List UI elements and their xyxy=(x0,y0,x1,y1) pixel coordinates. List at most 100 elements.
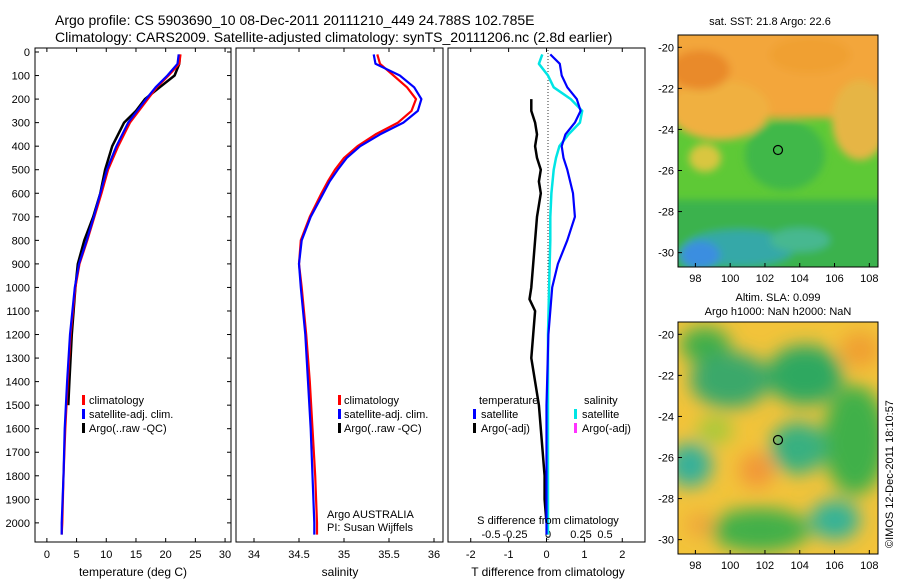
map-y-tick-label: -28 xyxy=(658,494,674,506)
x-tick-label: 15 xyxy=(130,549,142,561)
x-tick-label: 2 xyxy=(619,549,625,561)
x-tick-label: -1 xyxy=(504,549,514,561)
temperature-panel: 0100200300400500600700800900100011001200… xyxy=(6,47,645,579)
legend-label-s-argo: Argo(-adj) xyxy=(582,423,631,435)
map-x-tick-label: 106 xyxy=(825,273,843,285)
header: Argo profile: CS 5903690_10 08-Dec-2011 … xyxy=(55,12,612,46)
sst-map-axes: 98 100 102 104 106 108 -20 -22 -24 -26 -28 -30 xyxy=(658,42,878,285)
t-difference-label: T difference from climatology xyxy=(471,565,625,579)
sla-map-axes: 98 100 102 104 106 108 -20 -22 -24 -26 -28 -30 xyxy=(658,329,878,572)
x-tick-label: 1 xyxy=(581,549,587,561)
depth-tick-label: 100 xyxy=(12,71,30,83)
map-y-tick-label: -20 xyxy=(658,329,674,341)
legend-swatch-s-satellite xyxy=(574,409,577,419)
sst-field xyxy=(678,35,878,267)
legend-title-temperature: temperature xyxy=(479,395,538,407)
depth-tick-label: 1300 xyxy=(6,353,30,365)
x-top-tick-label: 0.5 xyxy=(597,529,612,541)
legend-label-satellite: satellite-adj. clim. xyxy=(89,409,173,421)
x-top-tick-label: 0.25 xyxy=(570,529,591,541)
temperature-profiles xyxy=(60,54,182,535)
depth-tick-label: 1200 xyxy=(6,330,30,342)
legend-label-t-argo: Argo(-adj) xyxy=(481,423,530,435)
x-tick-label: 30 xyxy=(219,549,231,561)
difference-panel: -2 -1 0 1 2 -0.5 -0.25 0 0.25 0.5 temperature sat… xyxy=(447,47,646,579)
depth-tick-label: 800 xyxy=(12,235,30,247)
map-y-tick-label: -22 xyxy=(658,83,674,95)
map-x-tick-label: 106 xyxy=(825,560,843,572)
legend-swatch-argo xyxy=(82,423,85,433)
map-y-tick-label: -24 xyxy=(658,411,674,423)
x-tick-label: -2 xyxy=(466,549,476,561)
sla-map-image xyxy=(678,322,878,554)
legend-title-salinity: salinity xyxy=(584,395,618,407)
temperature-x-label: temperature (deg C) xyxy=(79,565,187,579)
sla-field xyxy=(678,327,878,552)
map-y-tick-label: -24 xyxy=(658,124,674,136)
depth-tick-label: 200 xyxy=(12,94,30,106)
pi-label: PI: Susan Wijffels xyxy=(327,522,413,534)
temperature-legend: climatology satellite-adj. clim. Argo(..… xyxy=(82,395,173,435)
depth-tick-label: 1900 xyxy=(6,494,30,506)
salinity-x-label: salinity xyxy=(322,565,359,579)
depth-tick-label: 1800 xyxy=(6,471,30,483)
map-y-tick-label: -22 xyxy=(658,370,674,382)
x-tick-label: 35.5 xyxy=(378,549,399,561)
sst-map-frame xyxy=(677,34,879,268)
depth-tick-label: 1600 xyxy=(6,424,30,436)
x-tick-label: 0 xyxy=(44,549,50,561)
x-tick-label: 0 xyxy=(543,549,549,561)
depth-tick-label: 2000 xyxy=(6,518,30,530)
sla-map-title-2: Argo h1000: NaN h2000: NaN xyxy=(705,306,852,318)
salinity-axes-box xyxy=(235,47,444,543)
depth-tick-label: 1700 xyxy=(6,447,30,459)
map-y-tick-label: -28 xyxy=(658,207,674,219)
map-x-tick-label: 108 xyxy=(860,560,878,572)
sla-map-title-1: Altim. SLA: 0.099 xyxy=(736,292,821,304)
legend-label-climatology: climatology xyxy=(89,395,145,407)
x-top-tick-label: 0 xyxy=(545,529,551,541)
climatology-salinity-line xyxy=(297,54,418,535)
salinity-panel: 34 34.5 35 35.5 36 climatology satellite-adj… xyxy=(235,47,444,579)
map-y-tick-label: -30 xyxy=(658,248,674,260)
argo-temperature-diff-line xyxy=(528,99,548,524)
map-x-tick-label: 102 xyxy=(756,560,774,572)
sla-map-frame xyxy=(677,321,879,555)
map-x-tick-label: 98 xyxy=(689,560,701,572)
x-tick-label: 25 xyxy=(189,549,201,561)
satellite-temperature-line xyxy=(60,54,180,535)
x-top-tick-label: -0.25 xyxy=(502,529,527,541)
temperature-axes-box xyxy=(34,47,232,543)
map-x-tick-label: 104 xyxy=(791,560,809,572)
x-top-tick-label: -0.5 xyxy=(482,529,501,541)
depth-tick-label: 700 xyxy=(12,212,30,224)
legend-label-satellite: satellite-adj. clim. xyxy=(344,409,428,421)
map-x-tick-label: 108 xyxy=(860,273,878,285)
salinity-x-axis: 34 34.5 35 35.5 36 xyxy=(248,48,440,561)
map-x-tick-label: 98 xyxy=(689,273,701,285)
sst-map-panel: sat. SST: 21.8 Argo: 22.6 98 100 102 104 106… xyxy=(658,16,879,285)
depth-tick-label: 0 xyxy=(24,47,30,59)
x-tick-label: 20 xyxy=(160,549,172,561)
temperature-diff-legend: temperature satellite Argo(-adj) xyxy=(473,395,538,435)
legend-swatch-argo xyxy=(338,423,341,433)
depth-tick-label: 500 xyxy=(12,165,30,177)
sla-argo-marker xyxy=(772,434,784,446)
legend-swatch-climatology xyxy=(338,395,341,405)
map-y-tick-label: -20 xyxy=(658,42,674,54)
x-tick-label: 35 xyxy=(338,549,350,561)
legend-label-argo: Argo(..raw -QC) xyxy=(89,423,167,435)
satellite-salinity-diff-line xyxy=(537,53,584,535)
legend-swatch-climatology xyxy=(82,395,85,405)
temperature-x-axis: 0 5 10 15 20 25 30 xyxy=(44,48,231,561)
map-y-tick-label: -26 xyxy=(658,453,674,465)
depth-tick-label: 900 xyxy=(12,259,30,271)
depth-tick-label: 400 xyxy=(12,141,30,153)
depth-tick-label: 300 xyxy=(12,118,30,130)
map-y-tick-label: -26 xyxy=(658,166,674,178)
legend-swatch-satellite xyxy=(338,409,341,419)
satellite-salinity-line xyxy=(297,54,423,535)
x-tick-label: 34 xyxy=(248,549,260,561)
sst-argo-marker xyxy=(772,144,784,156)
